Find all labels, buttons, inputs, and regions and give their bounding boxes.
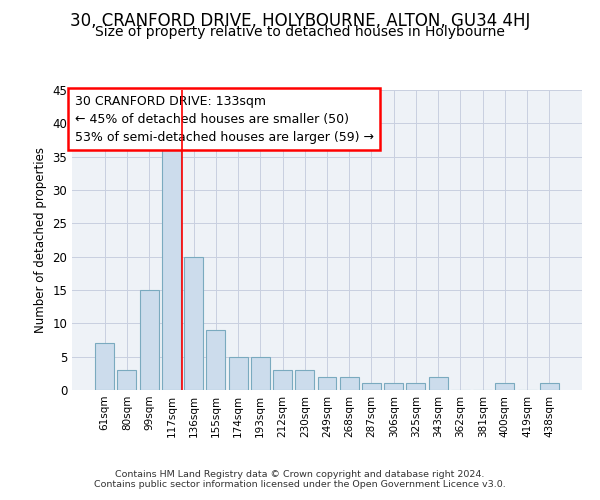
Bar bbox=[184, 256, 203, 390]
Text: Contains HM Land Registry data © Crown copyright and database right 2024.: Contains HM Land Registry data © Crown c… bbox=[115, 470, 485, 479]
Bar bbox=[140, 290, 158, 390]
Bar bbox=[406, 384, 425, 390]
Text: Size of property relative to detached houses in Holybourne: Size of property relative to detached ho… bbox=[95, 25, 505, 39]
Bar bbox=[340, 376, 359, 390]
Bar bbox=[95, 344, 114, 390]
Bar bbox=[229, 356, 248, 390]
Bar bbox=[273, 370, 292, 390]
Bar bbox=[384, 384, 403, 390]
Bar bbox=[362, 384, 381, 390]
Y-axis label: Number of detached properties: Number of detached properties bbox=[34, 147, 47, 333]
Text: 30 CRANFORD DRIVE: 133sqm
← 45% of detached houses are smaller (50)
53% of semi-: 30 CRANFORD DRIVE: 133sqm ← 45% of detac… bbox=[74, 94, 374, 144]
Bar bbox=[206, 330, 225, 390]
Bar bbox=[118, 370, 136, 390]
Bar bbox=[540, 384, 559, 390]
Bar bbox=[162, 150, 181, 390]
Bar bbox=[496, 384, 514, 390]
Bar bbox=[251, 356, 270, 390]
Text: 30, CRANFORD DRIVE, HOLYBOURNE, ALTON, GU34 4HJ: 30, CRANFORD DRIVE, HOLYBOURNE, ALTON, G… bbox=[70, 12, 530, 30]
Bar bbox=[295, 370, 314, 390]
Bar bbox=[317, 376, 337, 390]
Bar bbox=[429, 376, 448, 390]
Text: Contains public sector information licensed under the Open Government Licence v3: Contains public sector information licen… bbox=[94, 480, 506, 489]
